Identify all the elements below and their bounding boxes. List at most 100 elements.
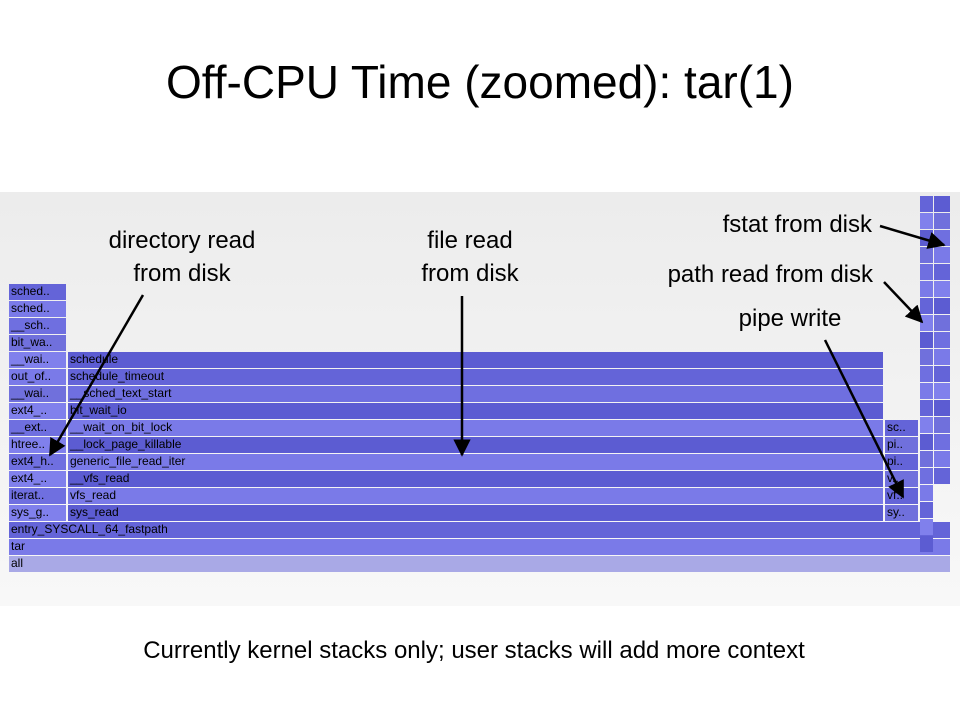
flame-graph: all tar entry_SYSCALL_64_fastpath sys_g.. sy… — [9, 196, 950, 572]
frame — [920, 332, 933, 348]
frame — [9, 369, 66, 385]
frame-label: sy.. — [887, 505, 905, 519]
arrow — [823, 339, 905, 499]
frame-label: __vfs_read — [69, 471, 129, 485]
frame — [920, 281, 933, 297]
frame — [934, 400, 950, 416]
frame-label: iterat.. — [11, 488, 44, 502]
frame — [9, 420, 66, 436]
annotation: from disk — [421, 260, 519, 287]
frame-label: sched.. — [11, 284, 50, 298]
frame — [934, 298, 950, 314]
frame-label: sched.. — [11, 301, 50, 315]
frame — [920, 315, 933, 331]
frame-label: entry_SYSCALL_64_fastpath — [11, 522, 168, 536]
frame — [885, 505, 918, 521]
frame-label: sys_read — [70, 505, 119, 519]
frame-label: all — [11, 556, 23, 570]
frame-label: out_of.. — [11, 369, 51, 383]
frame — [934, 349, 950, 365]
frame — [934, 196, 950, 212]
frame — [934, 264, 950, 280]
frame — [934, 468, 950, 484]
frame-label: ext4_h.. — [11, 454, 54, 468]
frame-label: schedule_timeout — [70, 369, 165, 383]
frame-label: __lock_page_killable — [69, 437, 182, 451]
frame-label: generic_file_read_iter — [70, 454, 185, 468]
annotation: directory read — [109, 227, 256, 254]
frame — [934, 213, 950, 229]
frame — [920, 247, 933, 263]
title: Off-CPU Time (zoomed): tar(1) — [166, 56, 794, 108]
frame — [9, 318, 66, 334]
annotation: pipe write — [739, 305, 842, 332]
arrow — [879, 224, 946, 249]
frame — [9, 505, 66, 521]
frame — [68, 437, 883, 453]
frame-label: __sch.. — [10, 318, 50, 332]
frame — [9, 352, 66, 368]
frame — [934, 281, 950, 297]
frame — [920, 400, 933, 416]
frame-label: __wait_on_bit_lock — [69, 420, 173, 434]
frame-label: __wai.. — [10, 352, 49, 366]
annotation: file read — [427, 227, 512, 254]
frame-label: sc.. — [887, 420, 906, 434]
frame — [9, 522, 950, 538]
frame — [934, 383, 950, 399]
frame — [920, 417, 933, 433]
frame — [920, 468, 933, 484]
frame — [68, 386, 883, 402]
arrow — [48, 294, 145, 457]
annotation: from disk — [133, 260, 231, 287]
frame — [920, 264, 933, 280]
frame — [920, 298, 933, 314]
frame-label: __ext.. — [10, 420, 47, 434]
annotations: directory read from disk file read from dis… — [48, 211, 946, 499]
frame-label: pi.. — [887, 437, 903, 451]
frame — [9, 403, 66, 419]
frame — [68, 505, 883, 521]
frame-label: ext4_.. — [11, 471, 47, 485]
frame-label: __wai.. — [10, 386, 49, 400]
frame — [68, 403, 883, 419]
frame — [920, 383, 933, 399]
frame-label: pi.. — [887, 454, 903, 468]
frame — [920, 349, 933, 365]
annotation: fstat from disk — [723, 211, 873, 238]
frame — [68, 454, 883, 470]
annotation: path read from disk — [668, 261, 874, 288]
frame — [9, 335, 66, 351]
footer: Currently kernel stacks only; user stack… — [143, 637, 805, 664]
frame-label: ext4_.. — [11, 403, 47, 417]
frame — [68, 369, 883, 385]
arrow — [883, 281, 924, 324]
frame — [934, 247, 950, 263]
frame — [934, 434, 950, 450]
frame — [9, 556, 950, 572]
frame — [920, 196, 933, 212]
frame-label: __sched_text_start — [69, 386, 172, 400]
frame — [920, 502, 933, 518]
frame — [9, 471, 66, 487]
frame — [934, 366, 950, 382]
frame-label: bit_wait_io — [70, 403, 127, 417]
frame — [920, 485, 933, 501]
frame-label: schedule — [70, 352, 118, 366]
frame — [934, 332, 950, 348]
frame — [68, 420, 883, 436]
frame — [934, 315, 950, 331]
frame — [68, 352, 883, 368]
frame-label: sys_g.. — [11, 505, 49, 519]
frame — [68, 471, 883, 487]
frame — [920, 451, 933, 467]
frame — [920, 213, 933, 229]
frame-label: vfs_read — [70, 488, 116, 502]
frame — [885, 437, 918, 453]
frame — [934, 417, 950, 433]
frame — [885, 420, 918, 436]
frame — [9, 539, 950, 555]
frame — [920, 434, 933, 450]
frame — [885, 454, 918, 470]
